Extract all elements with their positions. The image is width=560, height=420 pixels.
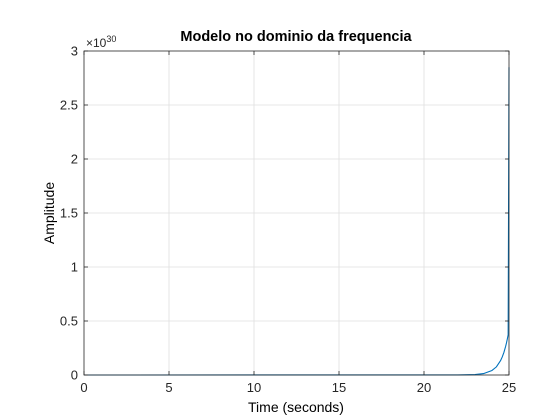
y-axis-exponent: ×1030: [86, 34, 116, 50]
y-axis-label: Amplitude: [41, 182, 57, 244]
x-tick-label: 0: [80, 380, 87, 395]
y-tick-labels: 0 0.5 1 1.5 2 2.5 3: [60, 44, 78, 383]
series-layer: [83, 67, 510, 376]
x-tick-label: 15: [332, 380, 346, 395]
y-tick-label: 2: [71, 152, 78, 167]
x-tick-label: 25: [502, 380, 516, 395]
chart-title: Modelo no dominio da frequencia: [180, 29, 412, 45]
y-tick-label: 1: [71, 260, 78, 275]
y-tick-label: 0.5: [60, 314, 78, 329]
tick-marks: [83, 50, 510, 376]
grid-lines: [84, 51, 509, 375]
x-tick-label: 5: [165, 380, 172, 395]
y-tick-label: 3: [71, 44, 78, 59]
y-tick-label: 2.5: [60, 98, 78, 113]
y-tick-label: 1.5: [60, 206, 78, 221]
x-tick-label: 20: [417, 380, 431, 395]
x-tick-label: 10: [247, 380, 261, 395]
x-tick-labels: 0 5 10 15 20 25: [80, 380, 516, 395]
y-tick-label: 0: [71, 368, 78, 383]
series-line: [83, 67, 510, 376]
x-axis-label: Time (seconds): [248, 399, 344, 415]
